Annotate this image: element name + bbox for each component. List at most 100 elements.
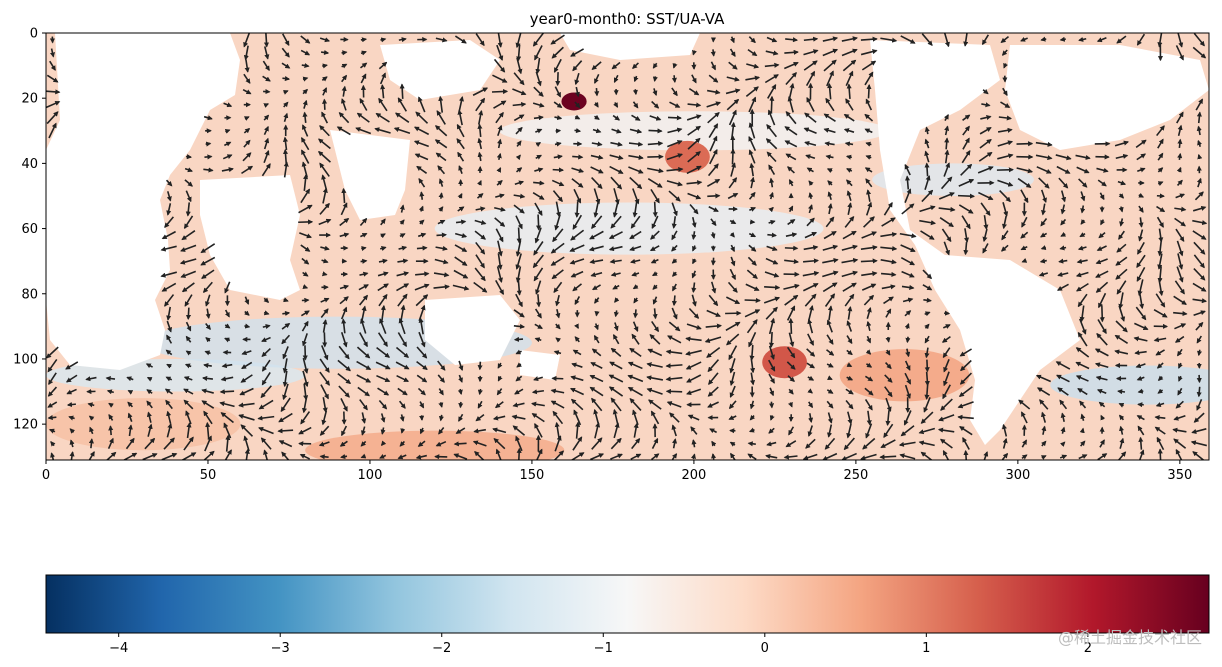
wind-arrow (127, 401, 134, 408)
wind-arrow (704, 336, 722, 343)
wind-arrow (142, 453, 158, 460)
wind-arrow (400, 428, 406, 434)
wind-arrow (258, 426, 274, 435)
wind-arrow (652, 201, 658, 218)
wind-arrow (322, 63, 328, 69)
wind-arrow (627, 361, 643, 370)
wind-arrow (183, 388, 194, 395)
wind-arrow (652, 284, 658, 290)
wind-arrow (746, 319, 758, 334)
wind-arrow (710, 257, 716, 266)
wind-arrow (729, 219, 737, 225)
wind-arrow (361, 305, 367, 321)
wind-arrow (458, 374, 463, 383)
x-tick-label: 250 (843, 468, 868, 483)
wind-arrow (671, 295, 677, 307)
wind-arrow (376, 374, 391, 383)
wind-arrow (377, 271, 389, 277)
wind-arrow (46, 111, 59, 125)
wind-arrow (671, 244, 678, 252)
wind-arrow (513, 204, 525, 214)
wind-arrow (436, 110, 446, 125)
wind-arrow (261, 359, 271, 372)
wind-arrow (205, 294, 211, 307)
y-tick-label: 60 (21, 222, 38, 237)
wind-arrow (692, 49, 697, 56)
wind-arrow (322, 187, 328, 204)
wind-arrow (457, 192, 463, 199)
wind-arrow (589, 259, 604, 265)
wind-arrow (473, 428, 486, 434)
wind-arrow (416, 165, 428, 174)
wind-arrow (610, 141, 623, 147)
wind-arrow (453, 453, 468, 460)
wind-arrow (555, 323, 561, 330)
wind-arrow (1117, 389, 1126, 395)
wind-arrow (768, 219, 776, 225)
wind-arrow (300, 136, 310, 151)
wind-arrow (301, 320, 309, 332)
y-tick-label: 120 (13, 418, 38, 433)
wind-arrow (282, 148, 289, 164)
wind-arrow (627, 374, 644, 383)
wind-arrow (475, 414, 485, 422)
wind-arrow (591, 397, 603, 412)
wind-arrow (496, 152, 502, 161)
wind-arrow (687, 137, 701, 150)
wind-arrow (337, 359, 351, 372)
wind-arrow (531, 412, 545, 423)
wind-arrow (686, 388, 702, 395)
wind-arrow (300, 35, 311, 44)
chart-title: year0-month0: SST/UA-VA (530, 10, 725, 28)
wind-arrow (572, 60, 583, 72)
wind-arrow (417, 440, 426, 447)
wind-arrow (302, 370, 309, 388)
wind-arrow (1058, 258, 1068, 264)
wind-arrow (764, 74, 779, 84)
wind-arrow (784, 126, 798, 136)
wind-arrow (555, 294, 561, 307)
wind-arrow (649, 245, 660, 252)
wind-arrow (300, 188, 311, 204)
wind-arrow (569, 258, 585, 265)
wind-arrow (551, 269, 564, 280)
wind-arrow (552, 228, 564, 243)
wind-arrow (49, 48, 55, 58)
wind-arrow (904, 175, 911, 190)
wind-arrow (475, 254, 485, 269)
wind-arrow (414, 283, 430, 291)
wind-arrow (787, 219, 796, 226)
wind-arrow (944, 137, 950, 150)
wind-arrow (375, 112, 390, 123)
wind-arrow (339, 284, 350, 290)
wind-arrow (241, 361, 253, 370)
wind-arrow (747, 441, 756, 447)
wind-arrow (766, 36, 778, 43)
wind-arrow (339, 296, 349, 305)
wind-arrow (745, 283, 760, 291)
colorbar-tick-label: −4 (109, 641, 128, 656)
y-tick-label: 40 (21, 157, 38, 172)
wind-arrow (435, 245, 448, 251)
wind-arrow (610, 453, 623, 460)
wind-arrow (437, 374, 445, 383)
wind-arrow (360, 232, 368, 238)
land (870, 40, 1080, 445)
wind-arrow (300, 49, 311, 56)
wind-arrow (239, 387, 254, 396)
wind-arrow (474, 267, 486, 282)
wind-arrow (710, 281, 717, 294)
wind-arrow (513, 72, 525, 86)
wind-arrow (610, 215, 622, 229)
wind-arrow (650, 258, 659, 264)
wind-arrow (496, 388, 503, 396)
wind-arrow (594, 297, 600, 304)
wind-arrow (748, 136, 757, 152)
wind-arrow (613, 310, 619, 318)
wind-arrow (360, 426, 366, 436)
wind-arrow (569, 387, 584, 396)
wind-arrow (574, 296, 581, 306)
wind-arrow (359, 399, 368, 411)
wind-arrow (434, 258, 449, 265)
wind-arrow (730, 244, 735, 253)
